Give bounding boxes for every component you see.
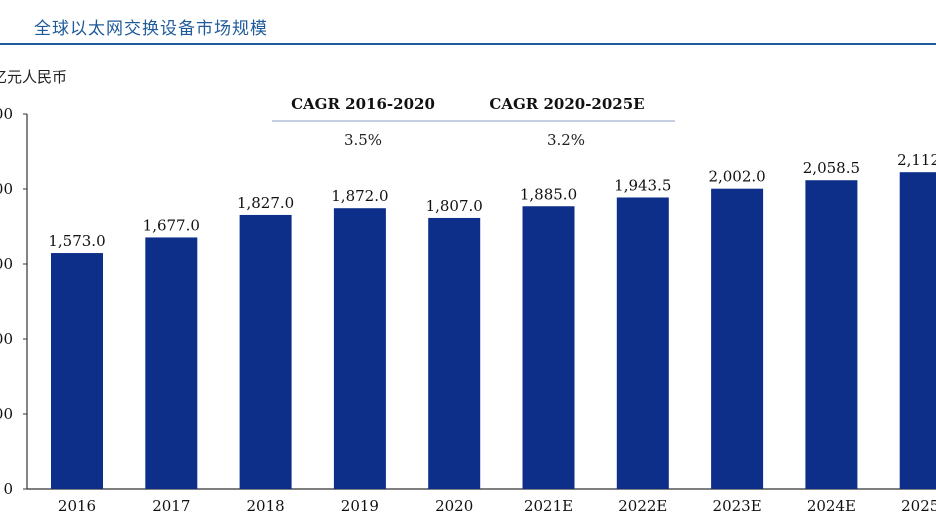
bar-value-label: 1,872.0	[331, 187, 388, 205]
bar	[51, 253, 103, 489]
y-tick-label: 1,500	[0, 255, 13, 273]
x-tick-label: 2020	[435, 497, 473, 515]
bar	[805, 180, 858, 489]
unit-label: 亿元人民币	[0, 68, 68, 86]
bar	[145, 237, 198, 489]
bar-value-label: 1,943.5	[614, 176, 671, 194]
y-tick-label: 2,500	[0, 105, 13, 123]
bar	[616, 197, 669, 489]
x-tick-label: 2018	[247, 497, 285, 515]
bar-value-label: 1,573.0	[48, 232, 105, 250]
chart-title: 全球以太网交换设备市场规模	[34, 19, 268, 39]
bar-value-label: 2,002.0	[708, 168, 765, 186]
cagr-label-2: CAGR 2020-2025E	[489, 95, 644, 113]
cagr-annotation: CAGR 2016-2020 CAGR 2020-2025E 3.5% 3.2%	[272, 95, 675, 149]
bar-value-label: 2,058.5	[803, 159, 860, 177]
x-tick-label: 2023E	[713, 497, 762, 515]
x-tick-label: 2019	[341, 497, 379, 515]
bar-value-label: 1,827.0	[237, 194, 294, 212]
x-tick-label: 2022E	[618, 497, 667, 515]
y-tick-label: 500	[0, 405, 13, 423]
x-tick-label: 2017	[152, 497, 190, 515]
data-labels: 1,573.0 1,677.0 1,827.0 1,872.0 1,807.0 1,885…	[48, 151, 936, 250]
y-axis: 0 500 1,000 1,500 2,000 2,500	[0, 105, 28, 498]
x-tick-labels: 2016 2017 2018 2019 2020 2021E 2022E 2023E 2024E…	[58, 497, 936, 515]
cagr-value-2: 3.2%	[547, 131, 585, 149]
bars	[51, 172, 936, 489]
bar	[239, 214, 292, 489]
y-tick-label: 2,000	[0, 180, 13, 198]
bar	[428, 217, 481, 489]
cagr-value-1: 3.5%	[344, 131, 382, 149]
bar	[333, 208, 386, 489]
y-tick-label: 1,000	[0, 330, 13, 348]
x-tick-label: 2016	[58, 497, 96, 515]
bar-value-label: 1,807.0	[426, 197, 483, 215]
bar	[522, 206, 575, 489]
y-tick-label: 0	[3, 480, 13, 498]
bar-value-label: 1,885.0	[520, 185, 577, 203]
x-tick-label: 2024E	[807, 497, 856, 515]
y-ticks: 0 500 1,000 1,500 2,000 2,500	[0, 105, 27, 498]
bar	[711, 188, 764, 489]
bar-value-label: 2,112.0	[897, 151, 936, 169]
bar-value-label: 1,677.0	[143, 216, 200, 234]
x-tick-label: 2021E	[524, 497, 573, 515]
title-divider	[0, 43, 936, 45]
bar	[899, 172, 936, 489]
cagr-label-1: CAGR 2016-2020	[291, 95, 435, 113]
x-tick-label: 2025E	[901, 497, 936, 515]
